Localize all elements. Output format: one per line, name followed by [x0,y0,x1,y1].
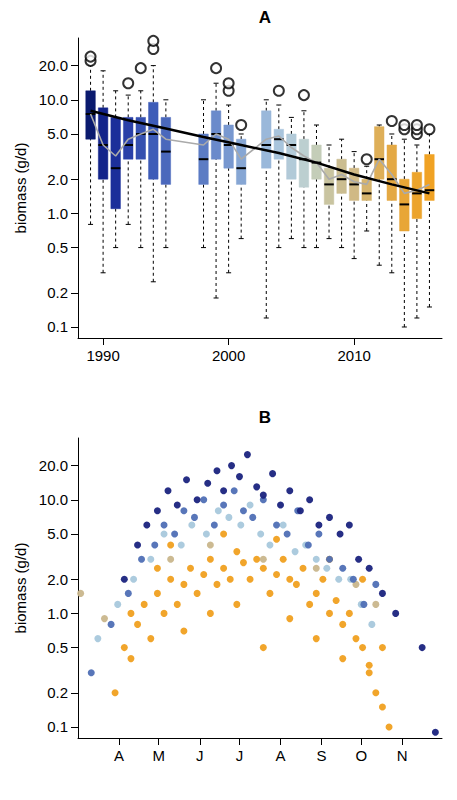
svg-text:biomass (g/d): biomass (g/d) [12,543,29,634]
svg-text:A: A [276,747,286,764]
svg-text:O: O [355,747,367,764]
svg-text:0.1: 0.1 [47,718,68,735]
svg-text:20.0: 20.0 [39,57,68,74]
svg-text:J: J [236,747,244,764]
svg-text:1.0: 1.0 [47,605,68,622]
svg-text:biomass (g/d): biomass (g/d) [12,143,29,234]
svg-text:10.0: 10.0 [39,91,68,108]
svg-text:2000: 2000 [212,347,245,364]
svg-text:5.0: 5.0 [47,525,68,542]
svg-text:2.0: 2.0 [47,171,68,188]
svg-text:0.2: 0.2 [47,684,68,701]
svg-text:S: S [317,747,327,764]
svg-text:0.2: 0.2 [47,284,68,301]
svg-text:A: A [114,747,124,764]
svg-text:N: N [397,747,408,764]
svg-text:2.0: 2.0 [47,571,68,588]
svg-text:J: J [196,747,204,764]
svg-text:0.1: 0.1 [47,318,68,335]
svg-text:2010: 2010 [337,347,370,364]
svg-text:20.0: 20.0 [39,457,68,474]
svg-text:1.0: 1.0 [47,205,68,222]
svg-text:B: B [259,408,271,427]
svg-text:A: A [259,8,271,27]
svg-text:5.0: 5.0 [47,125,68,142]
svg-text:0.5: 0.5 [47,639,68,656]
svg-text:M: M [152,747,165,764]
svg-text:10.0: 10.0 [39,491,68,508]
svg-text:0.5: 0.5 [47,239,68,256]
svg-text:1990: 1990 [86,347,119,364]
